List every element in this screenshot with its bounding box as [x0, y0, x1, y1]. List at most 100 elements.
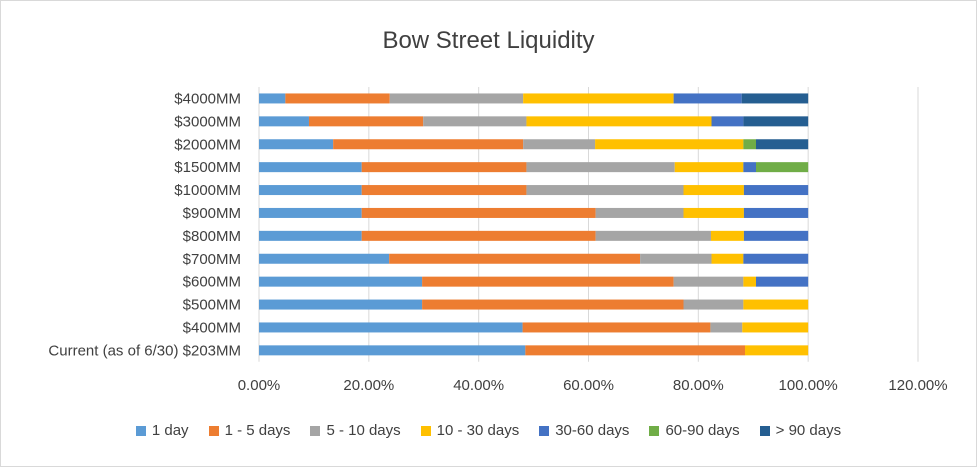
- x-tick-label: 40.00%: [453, 377, 504, 394]
- legend-label: 1 - 5 days: [224, 422, 291, 439]
- y-tick-label: $1000MM: [174, 182, 241, 199]
- x-tick-label: 20.00%: [343, 377, 394, 394]
- bar-segment-1-day: [259, 93, 286, 104]
- bar-segment-10-30-days: [710, 230, 744, 241]
- legend-label: 1 day: [151, 422, 189, 439]
- bar-segment-30-60-days: [743, 253, 809, 264]
- bar-segment-10-30-days: [742, 322, 809, 333]
- bar-segment-10-30-days: [683, 185, 744, 196]
- y-tick-label: $600MM: [183, 274, 241, 291]
- legend-label: 10 - 30 days: [436, 422, 520, 439]
- y-tick-label: $1500MM: [174, 159, 241, 176]
- legend-item: 5 - 10 days: [310, 422, 401, 439]
- bar-segment-10-30-days: [711, 253, 744, 264]
- bar-segment-60-90-days: [743, 139, 756, 150]
- legend-label: 5 - 10 days: [326, 422, 401, 439]
- bar-segment-1-day: [259, 299, 423, 310]
- bar-segment-5-10-days: [526, 185, 684, 196]
- bar-segment-10-30-days: [595, 139, 744, 150]
- bar-segment-90-days: [741, 93, 809, 104]
- bar-segment-1-day: [259, 116, 309, 127]
- bar-segment-30-60-days: [755, 276, 809, 287]
- bar-segment-1-day: [259, 162, 362, 173]
- bar-segment-1-5-days: [525, 345, 746, 356]
- y-tick-label: $2000MM: [174, 136, 241, 153]
- bar-segment-10-30-days: [743, 299, 809, 310]
- bar-segment-90-days: [755, 139, 809, 150]
- bar-segment-10-30-days: [674, 162, 744, 173]
- bar-segment-1-5-days: [361, 185, 527, 196]
- bar-segment-90-days: [743, 116, 809, 127]
- bar-segment-1-day: [259, 345, 526, 356]
- bar-segment-1-5-days: [361, 230, 596, 241]
- legend-label: 60-90 days: [665, 422, 740, 439]
- legend-swatch: [208, 425, 219, 436]
- bar-segment-1-day: [259, 230, 362, 241]
- bar-segment-1-day: [259, 139, 334, 150]
- x-tick-label: 60.00%: [563, 377, 614, 394]
- bar-segment-5-10-days: [423, 116, 527, 127]
- y-tick-label: Current (as of 6/30) $203MM: [48, 342, 241, 359]
- y-tick-label: $3000MM: [174, 113, 241, 130]
- bar-segment-5-10-days: [526, 162, 675, 173]
- x-tick-label: 0.00%: [238, 377, 281, 394]
- y-tick-label: $700MM: [183, 251, 241, 268]
- bar-segment-1-day: [259, 185, 362, 196]
- x-tick-label: 120.00%: [888, 377, 947, 394]
- bar-segment-30-60-days: [673, 93, 742, 104]
- y-tick-label: $500MM: [183, 297, 241, 314]
- bar-segment-5-10-days: [595, 230, 711, 241]
- bar-segment-1-5-days: [361, 162, 527, 173]
- bar-segment-1-5-days: [389, 253, 641, 264]
- legend-label: > 90 days: [775, 422, 842, 439]
- bar-segment-5-10-days: [523, 139, 596, 150]
- legend-item: 10 - 30 days: [420, 422, 520, 439]
- bar-segment-5-10-days: [595, 207, 684, 218]
- bar-segment-1-5-days: [361, 207, 596, 218]
- bar-segment-5-10-days: [683, 299, 744, 310]
- legend-item: 1 - 5 days: [208, 422, 291, 439]
- chart-title: Bow Street Liquidity: [382, 27, 595, 54]
- y-tick-label: $900MM: [183, 205, 241, 222]
- bar-segment-30-60-days: [743, 185, 809, 196]
- bar-segment-1-5-days: [422, 276, 674, 287]
- bar-segment-1-day: [259, 207, 362, 218]
- legend-swatch: [310, 425, 321, 436]
- bar-segment-30-60-days: [743, 162, 756, 173]
- bar-segment-1-5-days: [522, 322, 711, 333]
- x-tick-label: 80.00%: [673, 377, 724, 394]
- bar-segment-1-day: [259, 253, 390, 264]
- bar-segment-1-5-days: [422, 299, 684, 310]
- bar-segment-30-60-days: [711, 116, 744, 127]
- bar-segment-5-10-days: [640, 253, 712, 264]
- legend-item: 60-90 days: [649, 422, 740, 439]
- bar-segment-10-30-days: [683, 207, 744, 218]
- y-tick-label: $400MM: [183, 319, 241, 336]
- bar-segment-5-10-days: [710, 322, 743, 333]
- bar-segment-10-30-days: [745, 345, 809, 356]
- legend-swatch: [420, 425, 431, 436]
- bar-segment-10-30-days: [526, 116, 712, 127]
- legend-swatch: [649, 425, 660, 436]
- bar-segment-30-60-days: [743, 230, 809, 241]
- legend-swatch: [539, 425, 550, 436]
- bar-segment-30-60-days: [743, 207, 809, 218]
- bar-segment-1-5-days: [285, 93, 390, 104]
- y-tick-label: $4000MM: [174, 90, 241, 107]
- x-tick-label: 100.00%: [779, 377, 838, 394]
- bar-segment-1-5-days: [308, 116, 424, 127]
- bar-segment-5-10-days: [389, 93, 524, 104]
- legend-label: 30-60 days: [555, 422, 630, 439]
- bar-segment-1-day: [259, 322, 523, 333]
- legend-item: 30-60 days: [539, 422, 629, 439]
- bar-segment-1-5-days: [333, 139, 524, 150]
- y-tick-label: $800MM: [183, 228, 241, 245]
- legend-item: > 90 days: [759, 422, 842, 439]
- legend-swatch: [135, 425, 146, 436]
- bar-segment-10-30-days: [743, 276, 756, 287]
- legend-item: 1 day: [135, 422, 189, 439]
- bar-segment-60-90-days: [755, 162, 809, 173]
- bar-segment-5-10-days: [673, 276, 744, 287]
